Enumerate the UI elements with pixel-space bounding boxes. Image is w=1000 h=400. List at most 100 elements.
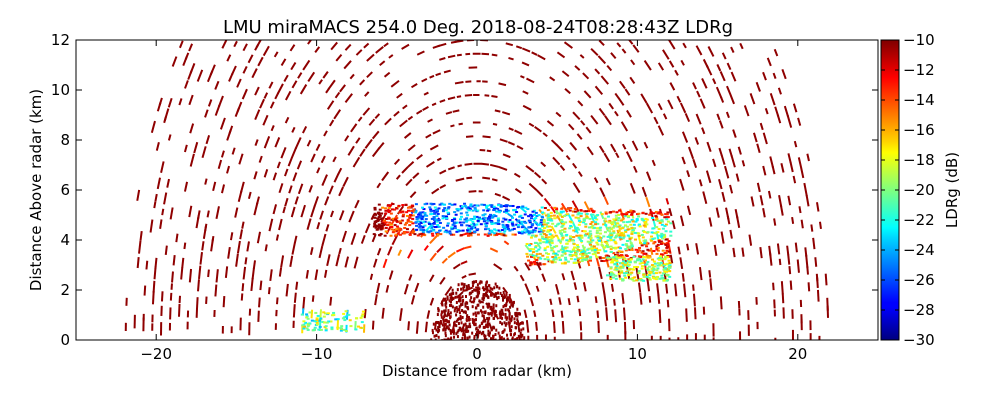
cloud-cell bbox=[656, 264, 660, 267]
clutter-cell bbox=[449, 300, 452, 304]
radar-return bbox=[338, 186, 345, 197]
low-level-cell bbox=[319, 317, 323, 320]
cloud-cell bbox=[658, 263, 662, 266]
colorbar-tick-label: −18 bbox=[903, 151, 935, 169]
clutter-cell bbox=[474, 288, 477, 292]
cloud-cell bbox=[421, 206, 425, 209]
clutter-cell bbox=[494, 310, 497, 314]
radar-return bbox=[574, 65, 581, 71]
low-level-cell bbox=[342, 312, 346, 315]
cloud-cell bbox=[571, 249, 575, 252]
cloud-cell bbox=[511, 221, 515, 224]
cloud-cell bbox=[508, 219, 512, 222]
cloud-cell bbox=[559, 248, 563, 251]
radar-return bbox=[325, 224, 330, 232]
cloud-cell bbox=[534, 234, 538, 237]
radar-return bbox=[550, 139, 558, 146]
cloud-cell bbox=[520, 223, 524, 226]
clutter-cell bbox=[481, 331, 484, 335]
cloud-cell bbox=[663, 258, 667, 261]
cloud-cell bbox=[568, 227, 572, 230]
y-tick-label: 0 bbox=[60, 331, 70, 349]
cloud-cell bbox=[551, 255, 555, 258]
clutter-cell bbox=[456, 335, 459, 339]
radar-return bbox=[234, 207, 239, 218]
radar-return bbox=[306, 139, 312, 147]
cloud-cell bbox=[558, 229, 562, 232]
cloud-cell bbox=[609, 267, 613, 270]
cloud-cell bbox=[501, 220, 505, 223]
radar-return bbox=[247, 54, 254, 64]
cloud-cell bbox=[429, 202, 433, 205]
cloud-cell bbox=[573, 230, 577, 233]
radar-return bbox=[812, 237, 816, 250]
clutter-cell bbox=[440, 321, 443, 325]
cloud-cell bbox=[387, 217, 391, 220]
radar-return bbox=[242, 65, 248, 74]
radar-return bbox=[238, 153, 244, 165]
cloud-cell bbox=[553, 206, 557, 209]
cloud-cell bbox=[548, 238, 552, 241]
cloud-cell bbox=[374, 213, 378, 216]
clutter-cell bbox=[502, 298, 505, 302]
radar-return bbox=[189, 153, 195, 167]
cloud-cell bbox=[644, 217, 648, 220]
radar-return bbox=[767, 190, 772, 199]
cloud-cell bbox=[455, 230, 459, 233]
cloud-cell bbox=[618, 234, 622, 237]
cloud-cell bbox=[611, 258, 615, 261]
radar-return bbox=[491, 178, 498, 182]
clutter-cell bbox=[492, 316, 495, 320]
clutter-cell bbox=[487, 312, 490, 316]
cloud-cell bbox=[595, 218, 599, 221]
cloud-cell bbox=[611, 259, 615, 262]
clutter-cell bbox=[431, 331, 434, 335]
colorbar-tick-label: −22 bbox=[903, 211, 935, 229]
cloud-cell bbox=[614, 242, 618, 245]
radar-return bbox=[815, 273, 819, 282]
cloud-cell bbox=[663, 270, 667, 273]
clutter-cell bbox=[470, 291, 473, 295]
radar-return bbox=[707, 46, 715, 57]
radar-return bbox=[631, 140, 639, 151]
clutter-cell bbox=[506, 333, 509, 337]
cloud-cell bbox=[651, 266, 655, 269]
cloud-cell bbox=[533, 229, 537, 232]
clutter-cell bbox=[445, 305, 448, 309]
radar-return bbox=[601, 282, 606, 296]
cloud-cell bbox=[656, 249, 660, 252]
cloud-cell bbox=[403, 226, 407, 229]
cloud-cell bbox=[579, 215, 583, 218]
radar-return bbox=[324, 196, 330, 206]
cloud-cell bbox=[418, 213, 422, 216]
cloud-cell bbox=[617, 256, 621, 259]
clutter-cell bbox=[485, 323, 488, 327]
radar-return bbox=[567, 123, 575, 131]
clutter-cell bbox=[457, 283, 460, 287]
cloud-cell bbox=[643, 252, 647, 255]
low-level-cell bbox=[318, 319, 322, 322]
cloud-cell bbox=[558, 213, 562, 216]
radar-return bbox=[597, 55, 607, 65]
radar-return bbox=[789, 280, 793, 290]
radar-return bbox=[668, 60, 675, 68]
cloud-cell bbox=[554, 258, 558, 261]
radar-return bbox=[311, 295, 315, 302]
radar-return bbox=[541, 273, 547, 282]
radar-return bbox=[183, 144, 188, 153]
x-tick-label: 20 bbox=[788, 345, 807, 363]
radar-return bbox=[424, 179, 430, 185]
cloud-cell bbox=[627, 263, 631, 266]
low-level-cell bbox=[348, 319, 352, 322]
cloud-cell bbox=[581, 249, 585, 252]
cloud-cell bbox=[572, 261, 576, 264]
radar-return bbox=[178, 98, 183, 106]
clutter-cell bbox=[490, 308, 493, 312]
radar-return bbox=[305, 269, 309, 279]
cloud-cell bbox=[622, 221, 626, 224]
low-level-cell bbox=[306, 322, 310, 325]
cloud-cell bbox=[543, 226, 547, 229]
clutter-cell bbox=[439, 319, 442, 323]
radar-return bbox=[350, 123, 358, 133]
clutter-cell bbox=[456, 288, 459, 292]
